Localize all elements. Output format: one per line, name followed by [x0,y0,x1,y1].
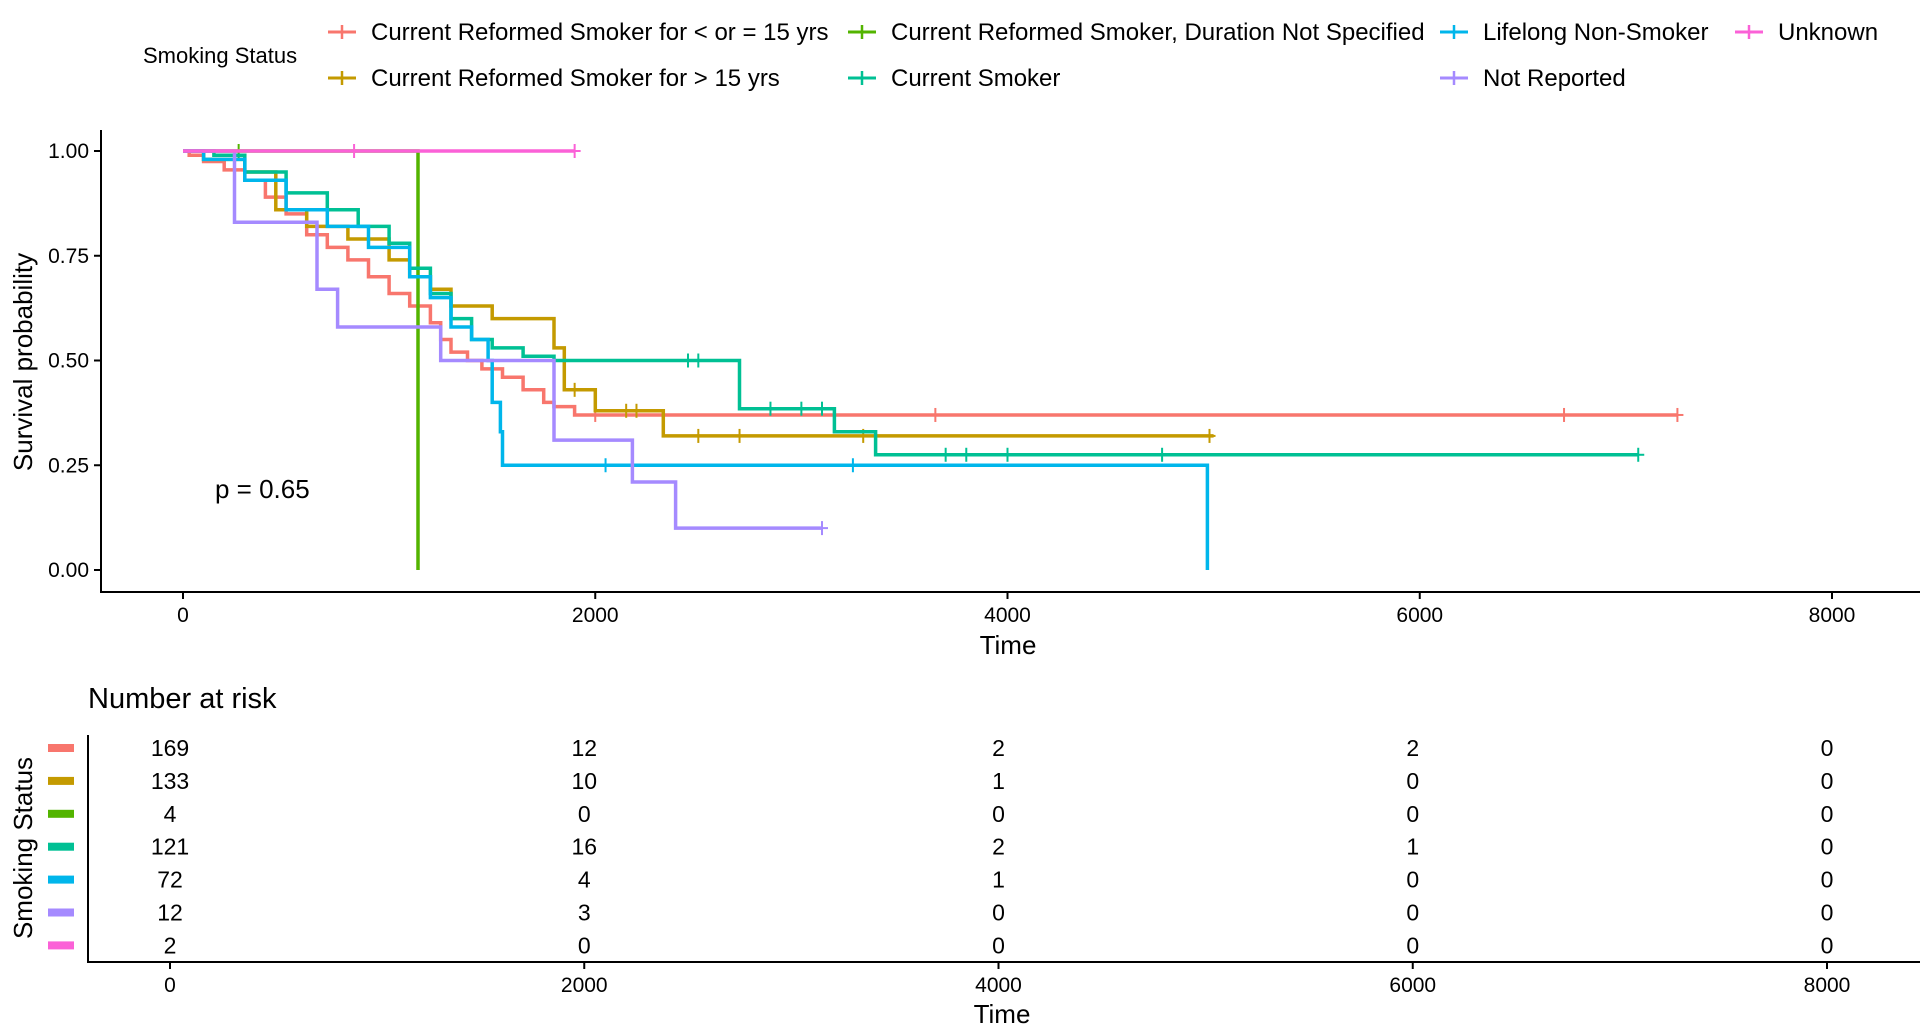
y-tick-label: 0.50 [48,350,89,373]
risk-cell: 0 [1821,801,1834,827]
risk-x-tick-label: 2000 [561,974,608,997]
risk-cell: 0 [1406,900,1419,926]
risk-row-swatch [48,875,74,884]
risk-row-swatch [48,744,74,752]
risk-cell: 2 [1406,735,1419,761]
y-axis-ticks: 0.00 0.25 0.50 0.75 1.00 [48,140,101,582]
risk-x-axis-label: Time [974,999,1031,1029]
risk-cell: 0 [1406,768,1419,794]
risk-x-tick-label: 0 [164,974,176,997]
risk-cell: 0 [992,801,1005,827]
legend-title: Smoking Status [143,43,297,68]
risk-cell: 2 [164,932,177,958]
risk-row-swatch [48,941,74,950]
risk-cell: 169 [151,735,189,761]
risk-x-axis-ticks: 0 2000 4000 6000 8000 [164,962,1850,997]
y-axis-label: Survival probability [8,253,38,471]
risk-cell: 0 [1406,801,1419,827]
y-tick-label: 0.75 [48,245,89,268]
risk-row-swatch [48,842,74,851]
legend-item: Not Reported [1440,65,1626,92]
risk-cell: 121 [151,834,189,860]
risk-cell: 0 [1406,932,1419,958]
km-curve [183,149,822,530]
risk-table-swatches [48,744,74,950]
risk-cell: 1 [992,867,1005,893]
p-value-annotation: p = 0.65 [215,474,310,504]
legend-item: Unknown [1735,19,1878,46]
legend-item: Current Reformed Smoker, Duration Not Sp… [848,19,1425,46]
risk-cell: 72 [157,867,183,893]
risk-x-tick-label: 8000 [1804,974,1851,997]
x-tick-label: 0 [177,604,189,627]
risk-cell: 0 [1406,867,1419,893]
legend-label: Current Reformed Smoker for > 15 yrs [371,65,780,92]
risk-cell: 133 [151,768,189,794]
km-plot: 0.00 0.25 0.50 0.75 1.00 0 2000 4000 6000 8000 p… [8,130,1920,660]
km-curve [183,149,1678,417]
risk-cell: 1 [1406,834,1419,860]
risk-cell: 0 [578,801,591,827]
y-tick-label: 1.00 [48,140,89,163]
legend-label: Unknown [1778,19,1878,46]
risk-cell: 0 [992,900,1005,926]
risk-cell: 0 [578,932,591,958]
risk-x-tick-label: 6000 [1389,974,1436,997]
x-tick-label: 2000 [572,604,619,627]
y-tick-label: 0.00 [48,559,89,582]
risk-row-swatch [48,908,74,917]
y-tick-label: 0.25 [48,454,89,477]
risk-cell: 4 [578,867,591,893]
legend-label: Lifelong Non-Smoker [1483,19,1708,46]
legend-item: Current Reformed Smoker for < or = 15 yr… [328,19,829,46]
risk-row-swatch [48,776,74,785]
legend-item: Current Reformed Smoker for > 15 yrs [328,65,780,92]
risk-cell: 0 [1821,900,1834,926]
legend-items: Current Reformed Smoker for < or = 15 yr… [328,19,1878,92]
km-curve [183,149,1210,570]
legend-label: Current Reformed Smoker, Duration Not Sp… [891,19,1425,46]
legend: Smoking Status Current Reformed Smoker f… [143,19,1878,92]
km-curves [183,144,1684,570]
legend-item: Lifelong Non-Smoker [1440,19,1708,46]
risk-cell: 4 [164,801,177,827]
risk-cell: 2 [992,735,1005,761]
risk-cell: 1 [992,768,1005,794]
risk-cell: 12 [571,735,597,761]
x-axis-label: Time [980,630,1037,660]
legend-label: Current Smoker [891,65,1060,92]
risk-cell: 16 [571,834,597,860]
risk-cell: 10 [571,768,597,794]
x-tick-label: 6000 [1396,604,1443,627]
risk-cell: 0 [992,932,1005,958]
x-tick-label: 8000 [1809,604,1856,627]
risk-y-axis-label: Smoking Status [8,757,38,939]
legend-label: Not Reported [1483,65,1626,92]
legend-item: Current Smoker [848,65,1060,92]
x-axis-ticks: 0 2000 4000 6000 8000 [177,592,1855,627]
legend-label: Current Reformed Smoker for < or = 15 yr… [371,19,829,46]
risk-cell: 0 [1821,735,1834,761]
x-tick-label: 4000 [984,604,1031,627]
risk-cell: 0 [1821,834,1834,860]
risk-cell: 3 [578,900,591,926]
risk-cell: 0 [1821,768,1834,794]
risk-cell: 0 [1821,932,1834,958]
risk-row-swatch [48,809,74,818]
risk-table-title: Number at risk [88,683,277,715]
km-curve [183,149,1639,457]
risk-cell: 12 [157,900,183,926]
risk-cell: 0 [1821,867,1834,893]
risk-cell: 2 [992,834,1005,860]
risk-x-tick-label: 4000 [975,974,1022,997]
